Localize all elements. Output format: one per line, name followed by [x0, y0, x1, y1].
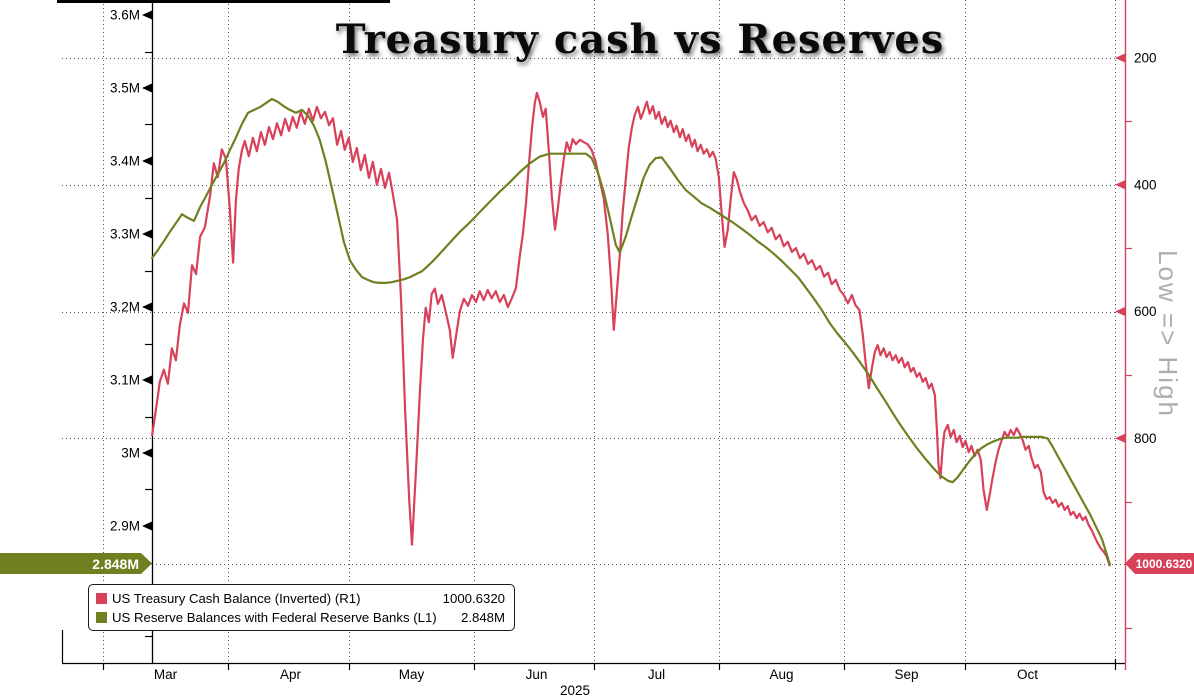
- year-label: 2025: [560, 683, 590, 698]
- chart-title: Treasury cash vs Reserves: [335, 16, 945, 63]
- legend-item-reserve-balances[interactable]: US Reserve Balances with Federal Reserve…: [96, 608, 505, 627]
- right-axis-tick-label: 800: [1134, 431, 1157, 446]
- legend-item-treasury-cash[interactable]: US Treasury Cash Balance (Inverted) (R1)…: [96, 589, 505, 608]
- cropped-header-strip: [57, 0, 390, 3]
- left-axis-tick-label: 3M: [121, 446, 140, 461]
- right-axis-tick-label: 200: [1134, 51, 1157, 66]
- left-axis-tick-arrow: [142, 83, 152, 93]
- treasury-series-swatch: [96, 593, 107, 604]
- right-axis-tick-arrow: [1115, 180, 1125, 190]
- right-axis-tick-label: 600: [1134, 304, 1157, 319]
- left-axis-tick-arrow: [142, 521, 152, 531]
- month-tick-label: Mar: [154, 667, 178, 682]
- month-tick-label: Jun: [526, 667, 548, 682]
- left-axis-tick-arrow: [142, 156, 152, 166]
- reserves-series-swatch: [96, 612, 107, 623]
- right-badge-value: 1000.6320: [1135, 556, 1193, 571]
- right-axis-tick-label: 400: [1134, 177, 1157, 192]
- right-axis-direction-label: Low => High: [1153, 250, 1183, 418]
- legend-label: US Reserve Balances with Federal Reserve…: [112, 610, 437, 625]
- month-tick-label: Apr: [280, 667, 302, 682]
- month-tick-label: May: [399, 667, 425, 682]
- legend-label: US Treasury Cash Balance (Inverted) (R1): [112, 591, 361, 606]
- left-badge-value: 2.848M: [92, 555, 139, 572]
- left-axis-tick-arrow: [142, 10, 152, 20]
- left-axis-tick-label: 3.3M: [110, 227, 140, 242]
- left-axis-tick-label: 3.4M: [110, 154, 140, 169]
- left-axis-tick-arrow: [142, 229, 152, 239]
- legend-value: 2.848M: [461, 610, 505, 625]
- left-axis-tick-arrow: [142, 302, 152, 312]
- legend: US Treasury Cash Balance (Inverted) (R1)…: [88, 584, 515, 631]
- left-axis-tick-label: 3.6M: [110, 8, 140, 23]
- legend-value: 1000.6320: [442, 591, 505, 606]
- month-tick-label: Sep: [894, 667, 918, 682]
- right-axis-tick-arrow: [1115, 433, 1125, 443]
- left-axis-tick-label: 2.9M: [110, 519, 140, 534]
- left-axis-last-value-badge: 2.848M: [0, 553, 152, 574]
- left-axis-tick-label: 3.2M: [110, 300, 140, 315]
- right-axis-tick-arrow: [1115, 307, 1125, 316]
- treasury-cash-series-line: [151, 91, 1111, 567]
- left-axis-tick-arrow: [142, 375, 152, 385]
- right-axis-last-value-badge: 1000.6320: [1125, 553, 1194, 574]
- month-tick-label: Aug: [769, 667, 793, 682]
- left-axis-tick-arrow: [142, 448, 152, 458]
- month-tick-label: Oct: [1017, 667, 1038, 682]
- left-axis-tick-label: 3.5M: [110, 81, 140, 96]
- left-axis-tick-label: 3.1M: [110, 373, 140, 388]
- right-axis-tick-arrow: [1115, 53, 1125, 63]
- month-tick-label: Jul: [648, 667, 665, 682]
- reserves-series-line: [151, 97, 1111, 566]
